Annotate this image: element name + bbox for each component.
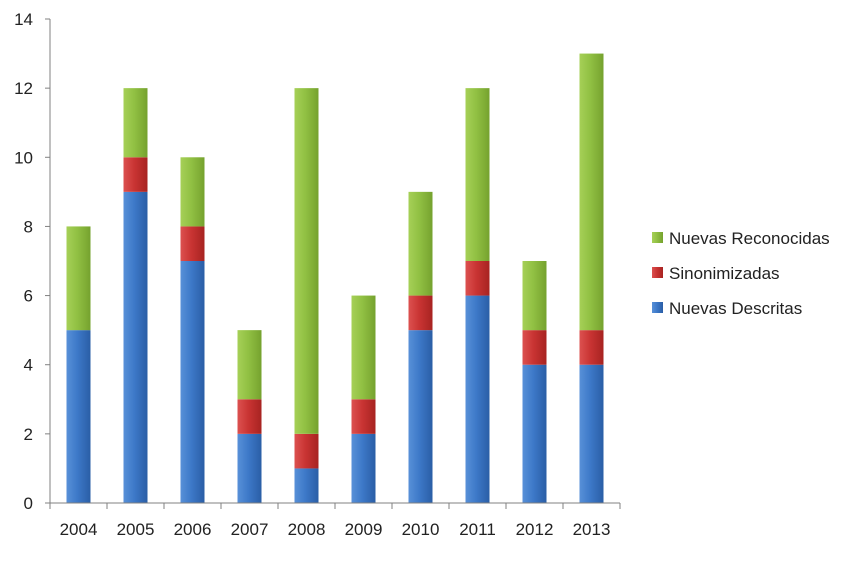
bar-2013-nuevas-reconocidas [579, 53, 604, 331]
x-tick-label: 2012 [516, 520, 554, 539]
x-tick-label: 2010 [402, 520, 440, 539]
y-tick-label: 6 [24, 287, 33, 306]
y-tick-label: 0 [24, 494, 33, 513]
bar-2006-nuevas-reconocidas [180, 157, 205, 227]
bar-2008-nuevas-descritas [294, 468, 319, 503]
y-tick-label: 4 [24, 356, 33, 375]
legend: Nuevas Reconocidas Sinonimizadas Nuevas De… [652, 229, 830, 318]
legend-swatch [652, 267, 663, 278]
x-tick-label: 2011 [459, 520, 496, 539]
bar-2011-sinonimizadas [465, 261, 490, 296]
bar-2008-sinonimizadas [294, 433, 319, 469]
bar-2009-nuevas-descritas [351, 433, 376, 503]
y-tick-label: 14 [14, 10, 33, 29]
y-tick-label: 8 [24, 217, 33, 236]
legend-label: Sinonimizadas [669, 264, 780, 283]
bar-2013-nuevas-descritas [579, 364, 604, 503]
x-tick-label: 2004 [60, 520, 98, 539]
bar-2009-sinonimizadas [351, 399, 376, 434]
bar-2012-sinonimizadas [522, 330, 547, 365]
bar-2004-nuevas-reconocidas [66, 226, 91, 331]
bar-2010-nuevas-reconocidas [408, 191, 433, 296]
bar-2007-nuevas-descritas [237, 433, 262, 503]
y-tick-label: 2 [24, 425, 33, 444]
y-tick-label: 12 [14, 79, 33, 98]
x-tick-label: 2007 [231, 520, 269, 539]
bar-2005-nuevas-reconocidas [123, 88, 148, 158]
x-tick-label: 2005 [117, 520, 155, 539]
bar-2006-sinonimizadas [180, 226, 205, 261]
legend-label: Nuevas Reconocidas [669, 229, 830, 248]
bar-2007-sinonimizadas [237, 399, 262, 434]
y-tick-label: 10 [14, 148, 33, 167]
x-tick-label: 2008 [288, 520, 326, 539]
x-tick-label: 2013 [573, 520, 611, 539]
bar-2013-sinonimizadas [579, 330, 604, 365]
bar-2005-sinonimizadas [123, 157, 148, 192]
axes-layer: 2004 2005 2006 2007 2008 2009 2010 2011 2012 2013… [14, 10, 621, 539]
legend-swatch [652, 302, 663, 313]
legend-swatch [652, 232, 663, 243]
x-tick-label: 2009 [345, 520, 383, 539]
bar-2004-nuevas-descritas [66, 330, 91, 503]
x-tick-label: 2006 [174, 520, 212, 539]
bar-2010-sinonimizadas [408, 295, 433, 331]
bar-2012-nuevas-descritas [522, 364, 547, 503]
bar-2005-nuevas-descritas [123, 191, 148, 504]
bar-2010-nuevas-descritas [408, 330, 433, 503]
bar-2009-nuevas-reconocidas [351, 295, 376, 400]
bars-layer [66, 53, 604, 504]
bar-2006-nuevas-descritas [180, 261, 205, 503]
bar-2012-nuevas-reconocidas [522, 261, 547, 331]
bar-2007-nuevas-reconocidas [237, 330, 262, 400]
bar-2011-nuevas-descritas [465, 295, 490, 503]
bar-2008-nuevas-reconocidas [294, 88, 319, 434]
legend-label: Nuevas Descritas [669, 299, 802, 318]
bar-2011-nuevas-reconocidas [465, 88, 490, 261]
